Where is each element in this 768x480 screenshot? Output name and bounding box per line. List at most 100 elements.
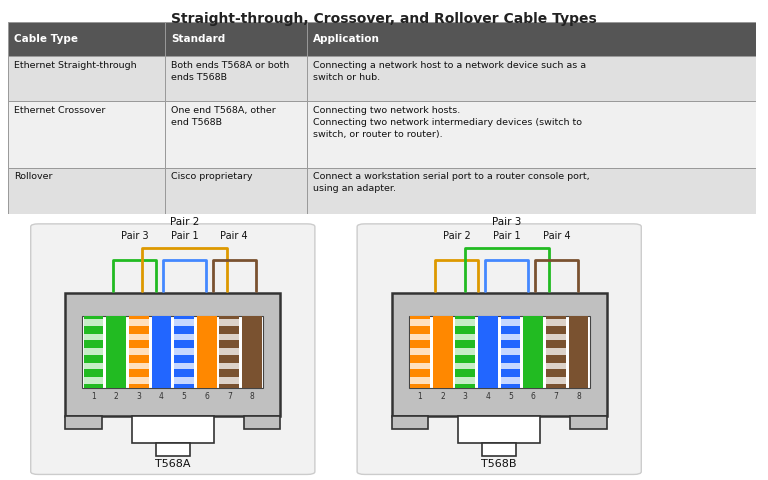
Text: Pair 4: Pair 4 xyxy=(220,230,248,240)
Bar xyxy=(307,101,756,168)
Bar xyxy=(523,316,543,388)
Bar xyxy=(220,348,240,355)
Text: Straight-through, Crossover, and Rollover Cable Types: Straight-through, Crossover, and Rollove… xyxy=(171,12,597,26)
Bar xyxy=(455,319,475,326)
Bar xyxy=(392,293,607,416)
Text: 4: 4 xyxy=(485,392,490,401)
Text: 6: 6 xyxy=(531,392,535,401)
Text: 3: 3 xyxy=(137,392,141,401)
Bar xyxy=(546,316,566,388)
Bar xyxy=(106,316,126,388)
Bar xyxy=(129,377,149,384)
Text: Connecting a network host to a network device such as a
switch or hub.: Connecting a network host to a network d… xyxy=(313,61,586,82)
Text: Both ends T568A or both
ends T568B: Both ends T568A or both ends T568B xyxy=(171,61,290,82)
Text: 1: 1 xyxy=(418,392,422,401)
Bar xyxy=(568,316,588,388)
Bar xyxy=(8,22,165,57)
Bar xyxy=(174,348,194,355)
Bar xyxy=(174,363,194,369)
Bar xyxy=(156,443,190,456)
Bar xyxy=(455,334,475,340)
Text: 8: 8 xyxy=(576,392,581,401)
Text: T568B: T568B xyxy=(482,459,517,469)
Text: 7: 7 xyxy=(227,392,232,401)
Bar xyxy=(84,377,104,384)
Bar xyxy=(220,319,240,326)
Bar xyxy=(546,377,566,384)
Bar xyxy=(570,416,607,430)
Bar xyxy=(129,363,149,369)
Bar xyxy=(165,57,307,101)
Text: Standard: Standard xyxy=(171,34,225,44)
Bar xyxy=(84,348,104,355)
Bar xyxy=(432,316,452,388)
Bar xyxy=(410,377,430,384)
Bar xyxy=(129,319,149,326)
Bar xyxy=(129,348,149,355)
Bar xyxy=(65,416,102,430)
Bar xyxy=(84,363,104,369)
Bar xyxy=(455,363,475,369)
Text: Pair 2: Pair 2 xyxy=(170,216,199,227)
Text: One end T568A, other
end T568B: One end T568A, other end T568B xyxy=(171,106,276,127)
Bar xyxy=(129,316,149,388)
Bar xyxy=(501,334,521,340)
Text: 4: 4 xyxy=(159,392,164,401)
Text: Cable Type: Cable Type xyxy=(14,34,78,44)
Bar xyxy=(220,316,240,388)
Bar xyxy=(132,416,214,443)
FancyBboxPatch shape xyxy=(357,224,641,474)
Text: 7: 7 xyxy=(554,392,558,401)
Bar xyxy=(501,319,521,326)
Text: Connecting two network hosts.
Connecting two network intermediary devices (switc: Connecting two network hosts. Connecting… xyxy=(313,106,582,139)
Text: 6: 6 xyxy=(204,392,209,401)
Text: Pair 1: Pair 1 xyxy=(493,230,521,240)
Bar xyxy=(410,348,430,355)
Bar xyxy=(174,377,194,384)
Text: T568A: T568A xyxy=(155,459,190,469)
Bar xyxy=(8,101,165,168)
Bar xyxy=(410,363,430,369)
Bar xyxy=(478,316,498,388)
Bar xyxy=(307,57,756,101)
Bar xyxy=(174,319,194,326)
Bar xyxy=(174,316,194,388)
Bar xyxy=(410,316,430,388)
Bar xyxy=(129,334,149,340)
Bar xyxy=(220,363,240,369)
Bar xyxy=(455,316,475,388)
Bar xyxy=(482,443,516,456)
Bar xyxy=(501,348,521,355)
Bar xyxy=(165,101,307,168)
Bar xyxy=(197,316,217,388)
Text: Pair 3: Pair 3 xyxy=(492,216,521,227)
Bar xyxy=(243,416,280,430)
Bar xyxy=(546,319,566,326)
Bar xyxy=(165,168,307,214)
Bar xyxy=(8,57,165,101)
Text: Pair 1: Pair 1 xyxy=(170,230,198,240)
Bar xyxy=(546,348,566,355)
Bar xyxy=(455,348,475,355)
Bar xyxy=(546,334,566,340)
Bar xyxy=(84,334,104,340)
Bar xyxy=(84,319,104,326)
Text: 5: 5 xyxy=(182,392,187,401)
Text: Application: Application xyxy=(313,34,380,44)
Bar xyxy=(220,334,240,340)
Bar xyxy=(8,168,165,214)
Bar xyxy=(546,363,566,369)
Bar xyxy=(501,377,521,384)
Text: Pair 2: Pair 2 xyxy=(443,230,471,240)
Bar xyxy=(392,416,429,430)
Bar xyxy=(82,316,263,388)
Bar xyxy=(165,22,307,57)
Bar xyxy=(409,316,590,388)
Bar xyxy=(174,334,194,340)
Bar xyxy=(151,316,171,388)
Bar xyxy=(84,316,104,388)
Text: Ethernet Straight-through: Ethernet Straight-through xyxy=(14,61,136,70)
Text: Ethernet Crossover: Ethernet Crossover xyxy=(14,106,105,115)
Bar xyxy=(65,293,280,416)
Bar xyxy=(501,316,521,388)
